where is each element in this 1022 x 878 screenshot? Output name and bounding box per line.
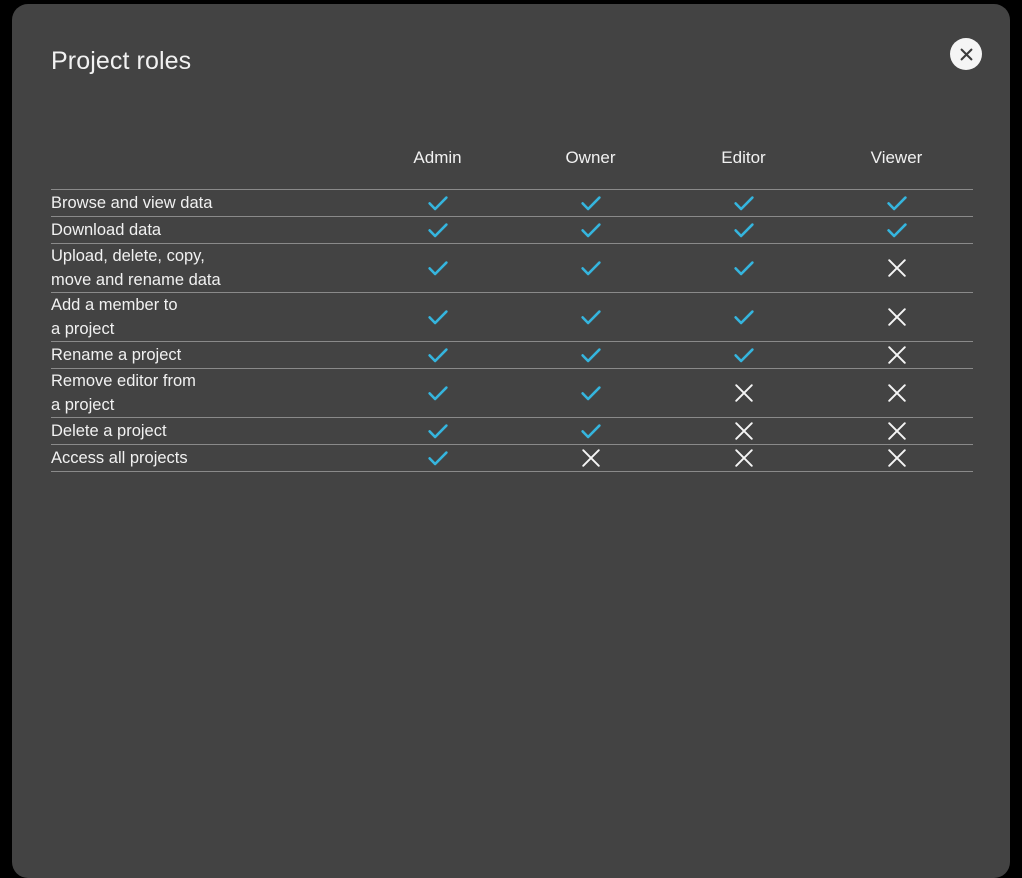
permission-cell-viewer [820,292,973,341]
check-icon [425,217,451,243]
cross-icon [731,380,757,406]
permission-cell-admin [361,189,514,216]
permission-cell-editor [667,216,820,243]
feature-label: Add a member to a project [51,295,178,338]
permission-cell-viewer [820,368,973,417]
feature-label: Delete a project [51,421,167,440]
check-icon [425,445,451,471]
permission-cell-admin [361,417,514,444]
column-header-editor: Editor [667,128,820,190]
close-button[interactable] [950,38,982,70]
permission-cell-owner [514,189,667,216]
check-icon [578,190,604,216]
feature-label: Rename a project [51,345,182,364]
permission-cell-admin [361,243,514,292]
project-roles-dialog: Project roles Admin Owner Editor Viewer … [12,4,1010,878]
table-row: Rename a project [51,341,973,368]
page-title: Project roles [51,47,192,75]
table-body: Browse and view data Download data Upload,… [51,189,973,471]
permission-cell-viewer [820,341,973,368]
check-icon [578,418,604,444]
cross-icon [731,418,757,444]
permission-cell-admin [361,444,514,471]
cross-icon [731,445,757,471]
table-row: Upload, delete, copy, move and rename da… [51,243,973,292]
check-icon [731,304,757,330]
check-icon [578,255,604,281]
check-icon [425,255,451,281]
column-header-viewer: Viewer [820,128,973,190]
column-header-feature [51,128,361,190]
feature-label: Download data [51,220,162,239]
permission-cell-owner [514,417,667,444]
permission-cell-viewer [820,444,973,471]
table-header: Admin Owner Editor Viewer [51,128,973,190]
permission-cell-editor [667,292,820,341]
dialog-header: Project roles [12,4,1010,116]
permission-cell-owner [514,368,667,417]
check-icon [425,304,451,330]
permission-cell-owner [514,216,667,243]
feature-label: Access all projects [51,448,188,467]
check-icon [731,255,757,281]
cross-icon [884,380,910,406]
cross-icon [884,255,910,281]
check-icon [731,190,757,216]
permission-cell-viewer [820,243,973,292]
check-icon [425,342,451,368]
table-row: Remove editor from a project [51,368,973,417]
cross-icon [884,418,910,444]
table-row: Add a member to a project [51,292,973,341]
permission-cell-owner [514,444,667,471]
permission-cell-editor [667,189,820,216]
table-row: Access all projects [51,444,973,471]
check-icon [731,342,757,368]
table-row: Browse and view data [51,189,973,216]
check-icon [578,342,604,368]
table-row: Download data [51,216,973,243]
permission-cell-editor [667,341,820,368]
permission-cell-owner [514,341,667,368]
permission-cell-viewer [820,216,973,243]
permission-cell-admin [361,292,514,341]
check-icon [578,380,604,406]
feature-label: Browse and view data [51,193,213,212]
permission-cell-admin [361,341,514,368]
check-icon [578,304,604,330]
cross-icon [884,304,910,330]
permission-cell-viewer [820,417,973,444]
check-icon [425,418,451,444]
check-icon [884,190,910,216]
feature-label: Upload, delete, copy, move and rename da… [51,246,221,289]
project-roles-table: Admin Owner Editor Viewer Browse and vie… [51,128,973,472]
permission-cell-editor [667,417,820,444]
check-icon [425,190,451,216]
permission-cell-admin [361,368,514,417]
permission-cell-owner [514,243,667,292]
permission-cell-admin [361,216,514,243]
permission-cell-editor [667,444,820,471]
column-header-owner: Owner [514,128,667,190]
cross-icon [578,445,604,471]
check-icon [731,217,757,243]
table-header-row: Admin Owner Editor Viewer [51,128,973,190]
table-row: Delete a project [51,417,973,444]
cross-icon [884,342,910,368]
cross-icon [884,445,910,471]
permission-cell-editor [667,368,820,417]
check-icon [425,380,451,406]
permission-cell-viewer [820,189,973,216]
permission-cell-owner [514,292,667,341]
feature-label: Remove editor from a project [51,371,196,414]
column-header-admin: Admin [361,128,514,190]
close-icon [958,46,975,63]
check-icon [578,217,604,243]
permission-cell-editor [667,243,820,292]
check-icon [884,217,910,243]
